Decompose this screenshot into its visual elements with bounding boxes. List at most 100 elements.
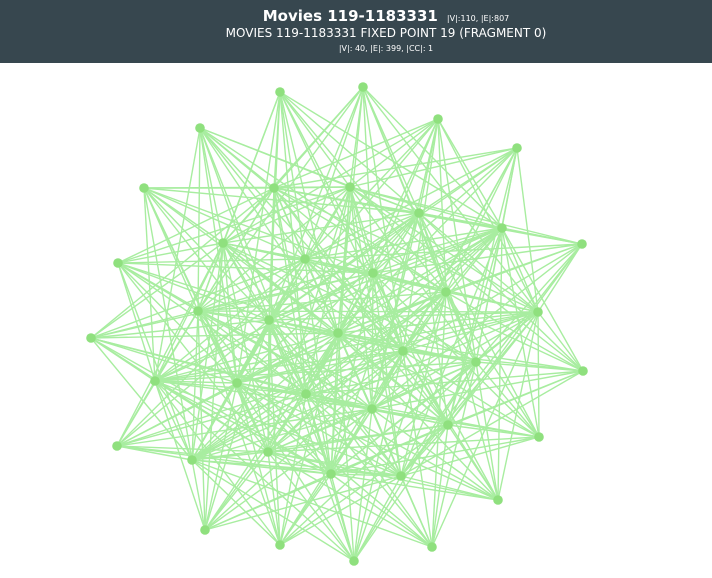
graph-edge: [116, 445, 332, 475]
graph-edge: [116, 242, 224, 447]
graph-edge: [400, 361, 477, 477]
graph-edge: [273, 147, 518, 189]
graph-edge: [236, 332, 339, 384]
graph-edge: [222, 242, 238, 384]
graph-edge: [337, 86, 364, 334]
graph-edge: [236, 382, 307, 395]
graph-node[interactable]: [264, 315, 274, 325]
graph-edge: [431, 361, 477, 548]
graph-edge: [305, 393, 499, 501]
graph-edge: [400, 370, 584, 477]
graph-node[interactable]: [441, 287, 451, 297]
graph-node[interactable]: [398, 346, 408, 356]
graph-edge: [330, 473, 499, 501]
graph-node[interactable]: [113, 258, 123, 268]
graph-node[interactable]: [368, 268, 378, 278]
graph-edge: [537, 311, 540, 438]
graph-edge: [447, 243, 583, 426]
graph-node[interactable]: [497, 223, 507, 233]
graph-edge: [154, 380, 373, 410]
graph-edge: [304, 258, 477, 363]
graph-edge: [337, 332, 449, 426]
graph-edge: [418, 212, 503, 229]
graph-edge: [501, 227, 539, 313]
graph-node[interactable]: [301, 389, 311, 399]
graph-edge: [371, 311, 539, 410]
graph-edge: [402, 227, 503, 352]
graph-edge: [279, 424, 449, 546]
graph-node[interactable]: [367, 404, 377, 414]
graph-edge: [268, 258, 306, 321]
graph-edge: [154, 311, 539, 382]
graph-node[interactable]: [471, 357, 481, 367]
graph-node[interactable]: [333, 328, 343, 338]
graph-node[interactable]: [187, 455, 197, 465]
graph-edge: [191, 350, 404, 461]
graph-node[interactable]: [534, 432, 544, 442]
graph-edge: [372, 212, 420, 274]
graph-edge: [372, 272, 447, 293]
graph-edge: [330, 350, 404, 475]
graph-edge: [267, 408, 373, 453]
graph-node[interactable]: [578, 366, 588, 376]
graph-node[interactable]: [263, 447, 273, 457]
graph-edge: [305, 291, 447, 395]
graph-edge: [222, 242, 402, 477]
graph-node[interactable]: [345, 182, 355, 192]
graph-edge: [279, 475, 402, 546]
title-line: Movies 119-1183331 |V|:110, |E|:807: [0, 6, 712, 25]
graph-edge: [279, 91, 420, 214]
graph-edge: [372, 118, 439, 274]
graph-node[interactable]: [232, 378, 242, 388]
graph-edge: [197, 310, 206, 531]
graph-node[interactable]: [358, 82, 368, 92]
graph-node[interactable]: [139, 183, 149, 193]
graph-node[interactable]: [427, 542, 437, 552]
graph-edge: [154, 310, 199, 382]
graph-node[interactable]: [433, 114, 443, 124]
graph-node[interactable]: [86, 333, 96, 343]
graph-edge: [191, 311, 539, 461]
graph-node[interactable]: [326, 469, 336, 479]
graph-node[interactable]: [269, 183, 279, 193]
graph-edge: [117, 262, 156, 382]
graph-edge: [143, 187, 156, 382]
graph-edge: [268, 319, 307, 395]
graph-edge: [475, 227, 503, 363]
graph-edge: [90, 337, 238, 384]
graph-node[interactable]: [577, 239, 587, 249]
graph-node[interactable]: [195, 123, 205, 133]
graph-edge: [191, 459, 433, 548]
graph-edge: [268, 311, 539, 321]
graph-edge: [371, 350, 404, 410]
graph-node[interactable]: [414, 208, 424, 218]
graph-edge: [222, 118, 439, 244]
graph-node[interactable]: [218, 238, 228, 248]
graph-node[interactable]: [512, 143, 522, 153]
network-graph[interactable]: [0, 63, 712, 578]
graph-edge: [304, 212, 420, 260]
graph-node[interactable]: [349, 556, 359, 566]
graph-edge: [497, 227, 503, 501]
graph-node[interactable]: [193, 306, 203, 316]
graph-edge: [204, 332, 339, 531]
graph-edge: [445, 291, 540, 438]
graph-node[interactable]: [443, 420, 453, 430]
graph-edge: [349, 186, 503, 229]
graph-edge: [353, 475, 402, 562]
graph-node[interactable]: [300, 254, 310, 264]
graph-edge: [154, 272, 374, 382]
graph-node[interactable]: [396, 471, 406, 481]
graph-node[interactable]: [275, 87, 285, 97]
graph-node[interactable]: [493, 495, 503, 505]
graph-node[interactable]: [150, 376, 160, 386]
graph-node[interactable]: [275, 540, 285, 550]
graph-node[interactable]: [533, 307, 543, 317]
graph-edge: [90, 187, 275, 339]
graph-edge: [349, 186, 420, 214]
graph-node[interactable]: [200, 525, 210, 535]
graph-edge: [199, 127, 447, 293]
graph-node[interactable]: [112, 441, 122, 451]
graph-edge: [372, 227, 503, 274]
graph-edge: [116, 445, 402, 477]
